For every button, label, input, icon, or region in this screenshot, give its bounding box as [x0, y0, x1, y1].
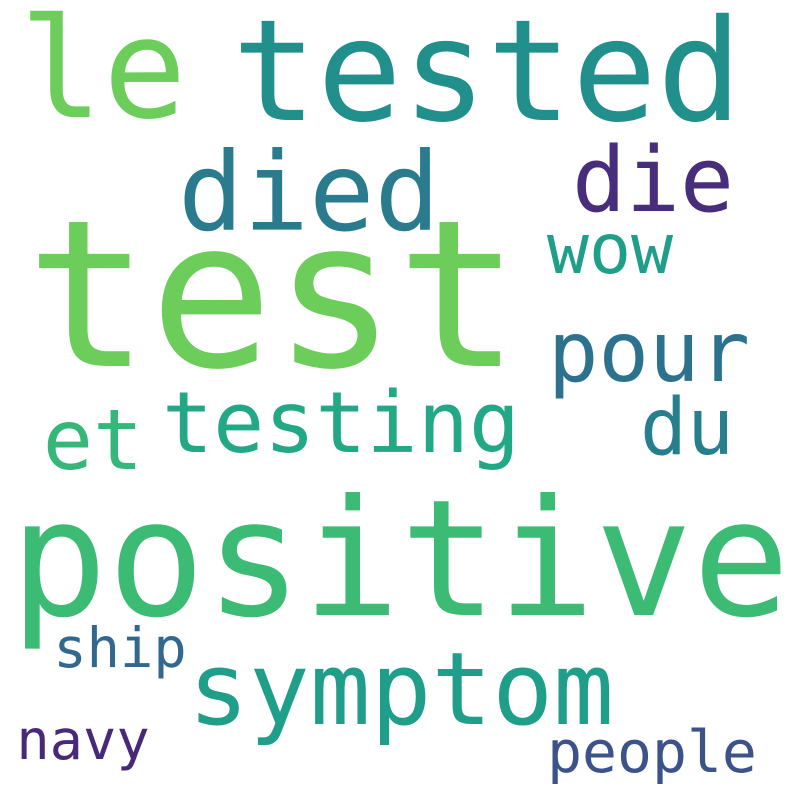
word-pour: pour: [548, 303, 750, 401]
word-ship: ship: [53, 617, 187, 681]
word-et: et: [42, 391, 144, 489]
word-testing: testing: [162, 373, 520, 473]
word-tested: tested: [232, 0, 742, 154]
word-die: die: [572, 129, 734, 233]
word-symptom: symptom: [188, 630, 614, 748]
word-le: le: [19, 0, 187, 150]
word-positive: positive: [10, 466, 790, 654]
word-people: people: [547, 718, 757, 786]
word-navy: navy: [16, 709, 150, 773]
word-died: died: [178, 129, 440, 256]
word-test: test: [26, 177, 520, 415]
word-wow: wow: [546, 208, 674, 290]
word-du: du: [640, 383, 734, 473]
